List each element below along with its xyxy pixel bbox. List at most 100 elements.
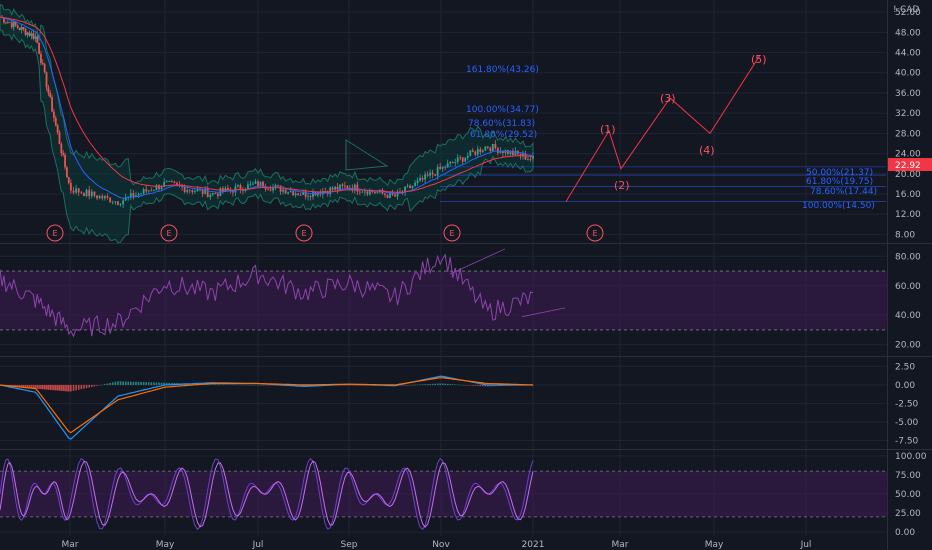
stoch-d-line bbox=[0, 460, 534, 528]
candle-body bbox=[461, 157, 464, 162]
macd-histogram-bar bbox=[237, 384, 239, 386]
rsi-divergence-line bbox=[521, 307, 566, 318]
candle-body bbox=[206, 188, 209, 198]
macd-histogram-bar bbox=[259, 384, 262, 386]
candle-body bbox=[47, 87, 50, 93]
y-tick-label: 44.00 bbox=[895, 49, 921, 59]
macd-histogram-bar bbox=[489, 384, 492, 387]
earnings-marker[interactable]: E bbox=[443, 224, 461, 242]
macd-histogram-bar bbox=[12, 384, 15, 387]
wave-label-5: (5) bbox=[751, 53, 767, 66]
candle-body bbox=[150, 190, 153, 192]
candle-body bbox=[346, 185, 349, 189]
macd-histogram-bar bbox=[242, 384, 244, 386]
candle-body bbox=[211, 193, 214, 195]
macd-histogram-bar bbox=[426, 384, 429, 385]
candle-body bbox=[101, 195, 104, 199]
candle-body bbox=[264, 187, 267, 190]
earnings-marker-label: E bbox=[449, 229, 454, 238]
macd-histogram-bar bbox=[471, 384, 474, 386]
candle-body bbox=[436, 166, 439, 176]
macd-histogram-bar bbox=[219, 384, 222, 385]
candle-body bbox=[38, 42, 40, 54]
rsi-pane bbox=[0, 248, 887, 338]
wave-label-1: (1) bbox=[600, 123, 616, 136]
macd-histogram-bar bbox=[224, 384, 227, 385]
macd-histogram-bar bbox=[42, 384, 44, 390]
y-tick-label: 28.00 bbox=[895, 129, 921, 139]
earnings-marker-label: E bbox=[52, 229, 57, 238]
fibonacci-lines bbox=[440, 166, 886, 202]
macd-histogram-bar bbox=[111, 382, 114, 385]
macd-histogram-bar bbox=[163, 382, 165, 385]
macd-histogram-bar bbox=[51, 384, 53, 391]
candle-body bbox=[43, 64, 46, 73]
candle-body bbox=[16, 25, 19, 28]
macd-histogram-bar bbox=[249, 384, 252, 386]
candle-body bbox=[267, 189, 269, 191]
candle-body bbox=[491, 143, 494, 151]
x-tick-label: Mar bbox=[62, 540, 79, 550]
candle-body bbox=[20, 27, 23, 30]
macd-histogram-bar bbox=[239, 384, 242, 386]
candle-body bbox=[85, 189, 88, 197]
macd-histogram-bar bbox=[411, 384, 414, 386]
macd-histogram-bar bbox=[70, 384, 72, 392]
candle-body bbox=[6, 22, 9, 23]
candle-body bbox=[142, 189, 145, 194]
macd-histogram-bar bbox=[109, 382, 111, 385]
earnings-marker[interactable]: E bbox=[160, 224, 178, 242]
candle-body bbox=[259, 181, 262, 187]
candle-body bbox=[135, 195, 137, 198]
macd-histogram-bar bbox=[171, 382, 173, 385]
macd-histogram-bar bbox=[28, 384, 31, 388]
macd-histogram-bar bbox=[247, 384, 249, 386]
candle-body bbox=[204, 188, 207, 194]
candle-body bbox=[109, 197, 112, 203]
last-price-value: 22.92 bbox=[895, 161, 921, 171]
candle-body bbox=[124, 197, 127, 201]
macd-histogram-bar bbox=[160, 382, 163, 385]
y-tick-label: -2.50 bbox=[895, 400, 919, 410]
fib-label-lower: 50.00%(21.37) bbox=[806, 168, 873, 178]
macd-histogram-bar bbox=[106, 383, 109, 385]
candle-body bbox=[54, 117, 57, 126]
candle-body bbox=[363, 191, 366, 193]
macd-histogram-bar bbox=[153, 382, 155, 385]
candle-body bbox=[186, 190, 189, 192]
macd-histogram-bar bbox=[155, 382, 158, 385]
earnings-marker[interactable]: E bbox=[586, 224, 604, 242]
macd-histogram-bar bbox=[54, 384, 57, 391]
macd-histogram-bar bbox=[449, 384, 451, 385]
candle-body bbox=[499, 150, 502, 153]
triangle-drawing bbox=[345, 139, 389, 171]
macd-histogram-bar bbox=[444, 383, 446, 385]
macd-histogram-bar bbox=[98, 384, 101, 386]
candle-body bbox=[304, 191, 307, 197]
earnings-marker[interactable]: E bbox=[46, 224, 64, 242]
candle-body bbox=[484, 146, 487, 151]
y-tick-label: 2.50 bbox=[895, 362, 915, 372]
candle-body bbox=[188, 190, 191, 191]
macd-histogram-bar bbox=[145, 382, 147, 385]
projection-path bbox=[565, 54, 761, 202]
earnings-marker[interactable]: E bbox=[295, 224, 313, 242]
candle-body bbox=[168, 181, 171, 182]
macd-histogram-bar bbox=[93, 384, 96, 387]
candle-body bbox=[62, 153, 65, 155]
macd-histogram-bar bbox=[18, 384, 21, 387]
macd-histogram-bar bbox=[38, 384, 40, 389]
candle-body bbox=[369, 190, 371, 195]
candle-body bbox=[191, 190, 194, 193]
candle-body bbox=[127, 196, 130, 198]
candle-body bbox=[494, 143, 497, 149]
macd-histogram-bar bbox=[441, 383, 444, 385]
macd-pane bbox=[0, 375, 534, 440]
candle-body bbox=[196, 189, 199, 192]
candle-body bbox=[451, 161, 454, 163]
macd-histogram-bar bbox=[302, 384, 304, 387]
macd-histogram-bar bbox=[96, 384, 98, 386]
macd-histogram-bar bbox=[257, 384, 259, 386]
y-tick-label: -7.50 bbox=[895, 437, 919, 447]
